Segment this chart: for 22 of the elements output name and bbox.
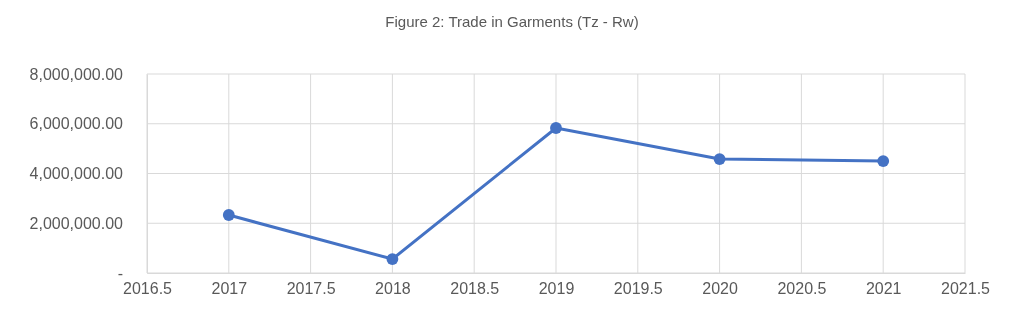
x-tick-label: 2020 [702, 280, 738, 298]
y-tick-label: 6,000,000.00 [29, 115, 124, 133]
x-tick-label: 2018 [375, 280, 411, 298]
x-tick-label: 2021 [865, 280, 902, 298]
y-tick-label: - [117, 264, 123, 282]
x-tick-label: 2016.5 [123, 280, 173, 298]
x-tick-label: 2017.5 [286, 280, 336, 298]
x-tick-label: 2021.5 [941, 280, 991, 298]
x-tick-label: 2019.5 [613, 280, 663, 298]
x-tick-label: 2017 [211, 280, 248, 298]
point [386, 253, 399, 265]
point [550, 122, 562, 134]
point [877, 155, 890, 167]
y-tick-label: 4,000,000.00 [29, 165, 124, 183]
y-tick-label: 8,000,000.00 [29, 65, 124, 83]
x-tick-label: 2018.5 [450, 280, 500, 298]
x-tick-label: 2020.5 [777, 280, 827, 298]
x-tick-label: 2019 [538, 280, 575, 298]
point [713, 153, 726, 165]
chart-title: Figure 2: Trade in Garments (Tz - Rw) [385, 13, 639, 30]
point [222, 209, 235, 221]
y-tick-label: 2,000,000.00 [29, 214, 124, 232]
